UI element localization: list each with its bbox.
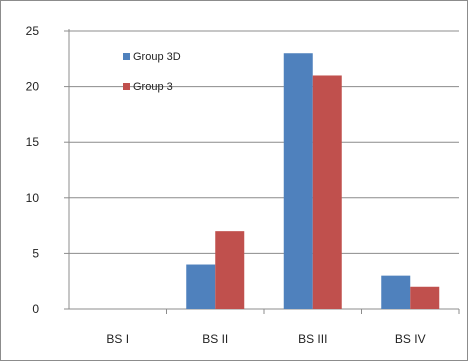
y-tick-label: 10 bbox=[26, 191, 40, 205]
y-tick-label: 20 bbox=[26, 80, 40, 94]
bar-series-2-3 bbox=[312, 75, 342, 309]
x-tick-label: BS III bbox=[298, 332, 327, 346]
x-tick-labels: BS I BS II BS III BS IV bbox=[106, 332, 425, 346]
gridlines bbox=[69, 30, 459, 254]
legend-swatch bbox=[123, 53, 130, 60]
x-tick-label: BS IV bbox=[395, 332, 426, 346]
bar-series-1-3 bbox=[283, 53, 313, 309]
legend-label: Group 3D bbox=[133, 51, 181, 63]
legend: Group 3D Group 3 bbox=[123, 51, 181, 93]
y-tick-labels: 0 5 10 15 20 25 bbox=[26, 24, 40, 316]
y-tick-label: 15 bbox=[26, 135, 40, 149]
y-tick-label: 25 bbox=[26, 24, 40, 38]
bar-series-2-4 bbox=[410, 286, 440, 309]
bar-series-2-2 bbox=[215, 231, 245, 309]
x-tick-label: BS II bbox=[202, 332, 228, 346]
y-tick-label: 5 bbox=[32, 246, 39, 260]
y-tick-label: 0 bbox=[32, 302, 39, 316]
axes bbox=[64, 29, 460, 314]
bar-series-1-2 bbox=[186, 264, 216, 309]
x-tick-label: BS I bbox=[106, 332, 129, 346]
legend-swatch bbox=[123, 83, 130, 90]
legend-label: Group 3 bbox=[133, 81, 173, 93]
bars bbox=[186, 53, 440, 309]
bar-series-1-4 bbox=[381, 275, 411, 309]
